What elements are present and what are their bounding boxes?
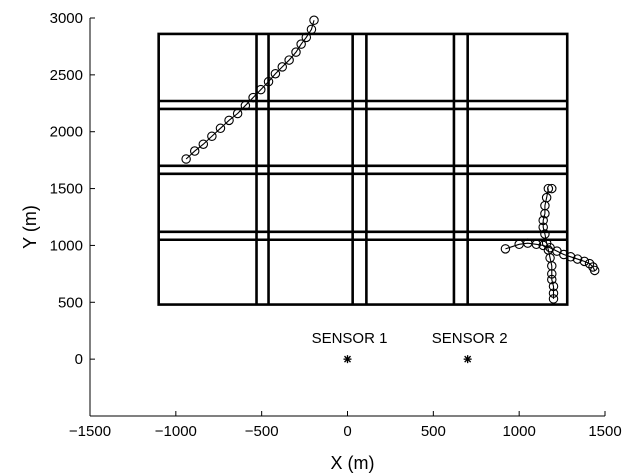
- track-0-point: [296, 39, 306, 49]
- vehicle-tracks: [181, 15, 600, 304]
- track-0-point: [181, 154, 191, 164]
- track-0-point: [284, 55, 294, 65]
- track-0-point: [189, 146, 200, 156]
- sensor-star-stroke: [464, 355, 472, 363]
- road-grid: [157, 32, 569, 306]
- track-0-point: [301, 32, 312, 43]
- sensor-2-marker: [463, 355, 472, 364]
- track-0-point: [207, 131, 217, 142]
- y-tick-label: 3000: [50, 10, 83, 27]
- x-tick-label: 1500: [588, 423, 621, 440]
- track-0-line: [185, 20, 315, 160]
- track-2-point: [589, 265, 600, 276]
- track-2-point: [559, 249, 569, 260]
- track-1-point: [540, 229, 550, 239]
- y-tick-label: 1500: [50, 181, 83, 198]
- track-2-point: [538, 240, 548, 251]
- track-3-point: [547, 183, 557, 194]
- sensor-2-label: SENSOR 2: [432, 330, 508, 347]
- track-0-point: [240, 100, 251, 111]
- y-tick-label: 0: [75, 351, 83, 368]
- track-0-point: [224, 115, 234, 126]
- x-tick-label: 500: [421, 423, 446, 440]
- sensors: SENSOR 1 SENSOR 2: [312, 330, 508, 364]
- x-axis-label: X (m): [331, 453, 375, 473]
- track-0-point: [277, 62, 288, 72]
- x-tick-label: −1000: [155, 423, 197, 440]
- track-1-point: [548, 294, 559, 304]
- x-tick-label: 0: [343, 423, 351, 440]
- track-1-point: [547, 274, 557, 285]
- track-1-point: [548, 281, 559, 292]
- track-0-point: [306, 24, 317, 35]
- y-tick-label: 500: [58, 294, 83, 311]
- x-tick-label: −1500: [69, 423, 111, 440]
- track-2-point: [584, 258, 595, 269]
- track-0-point: [270, 68, 281, 79]
- track-0-point: [263, 76, 274, 87]
- sensor-1-label: SENSOR 1: [312, 330, 388, 347]
- track-2-point: [579, 256, 590, 267]
- track-0-point: [215, 123, 226, 134]
- y-tick-label: 2500: [50, 67, 83, 84]
- sensor-1-marker: [343, 355, 352, 364]
- y-tick-label: 1000: [50, 237, 83, 254]
- track-0-point: [198, 139, 209, 149]
- y-tick-label: 2000: [50, 124, 83, 141]
- x-tick-label: −500: [245, 423, 279, 440]
- track-0-point: [309, 15, 319, 26]
- y-axis-label: Y (m): [20, 205, 40, 249]
- track-2-point: [531, 239, 542, 250]
- track-0-point: [256, 84, 266, 95]
- track-1-point: [538, 215, 548, 226]
- track-2-point: [565, 252, 576, 262]
- track-2-point: [500, 244, 511, 254]
- track-0-point: [248, 92, 258, 103]
- track-1-point: [540, 208, 550, 219]
- track-1-point: [543, 183, 554, 194]
- sensor-star-stroke: [344, 355, 351, 363]
- track-0-point: [232, 108, 243, 119]
- track-2-point: [572, 254, 583, 264]
- track-1-point: [538, 222, 548, 232]
- track-0-point: [291, 47, 301, 57]
- road-grid-boundary: [157, 32, 569, 306]
- track-1-point: [548, 288, 559, 298]
- axes: −1500 −1000 −500 0 500 1000 1500 0 500 1000 1500 20…: [50, 10, 622, 440]
- track-1-point: [547, 269, 557, 279]
- x-tick-label: 1000: [502, 423, 535, 440]
